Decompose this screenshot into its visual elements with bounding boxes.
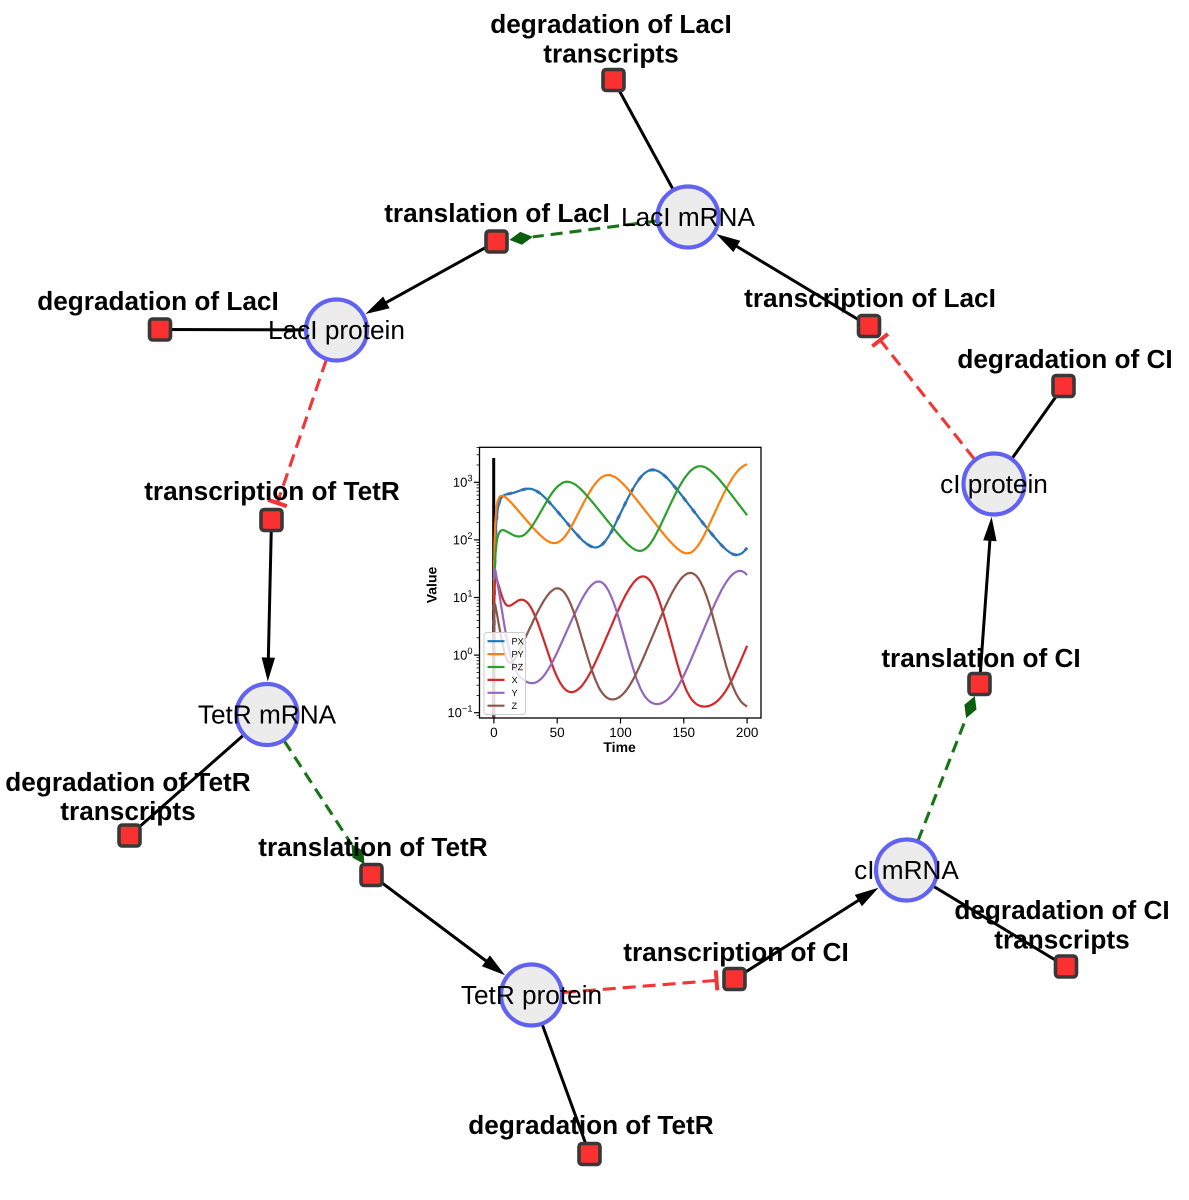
svg-text:LacI mRNA: LacI mRNA <box>621 202 755 232</box>
svg-text:cI mRNA: cI mRNA <box>854 855 959 885</box>
svg-text:degradation of TetR: degradation of TetR <box>468 1110 713 1140</box>
svg-text:Z: Z <box>511 701 517 711</box>
svg-text:TetR protein: TetR protein <box>461 980 602 1010</box>
svg-text:101: 101 <box>453 588 473 605</box>
svg-text:PX: PX <box>511 637 523 647</box>
svg-text:LacI protein: LacI protein <box>268 315 405 345</box>
svg-text:Value: Value <box>424 567 440 604</box>
svg-text:transcripts: transcripts <box>60 796 195 826</box>
svg-text:TetR mRNA: TetR mRNA <box>198 699 337 729</box>
svg-text:transcripts: transcripts <box>543 38 678 68</box>
svg-text:PZ: PZ <box>511 662 523 672</box>
svg-text:degradation of TetR: degradation of TetR <box>5 767 250 797</box>
svg-text:translation of TetR: translation of TetR <box>258 832 487 862</box>
svg-text:degradation of LacI: degradation of LacI <box>490 9 732 39</box>
svg-text:Time: Time <box>603 739 636 755</box>
svg-text:transcription of CI: transcription of CI <box>623 937 849 967</box>
svg-text:100: 100 <box>453 646 473 663</box>
svg-text:102: 102 <box>453 531 473 548</box>
svg-text:transcription of TetR: transcription of TetR <box>144 476 400 506</box>
svg-text:PY: PY <box>511 649 523 659</box>
svg-text:150: 150 <box>673 725 696 740</box>
svg-text:degradation of CI: degradation of CI <box>954 895 1169 925</box>
svg-text:10−1: 10−1 <box>447 704 472 721</box>
svg-text:103: 103 <box>453 473 473 490</box>
svg-text:Y: Y <box>511 688 517 698</box>
svg-text:translation of LacI: translation of LacI <box>384 198 610 228</box>
svg-text:200: 200 <box>736 725 759 740</box>
svg-text:X: X <box>511 675 517 685</box>
svg-text:50: 50 <box>550 725 565 740</box>
svg-text:transcription of LacI: transcription of LacI <box>744 283 996 313</box>
svg-text:transcripts: transcripts <box>994 924 1129 954</box>
svg-text:0: 0 <box>490 725 498 740</box>
svg-text:cI protein: cI protein <box>940 469 1048 499</box>
svg-text:degradation of LacI: degradation of LacI <box>37 286 279 316</box>
svg-text:100: 100 <box>609 725 632 740</box>
svg-text:degradation of CI: degradation of CI <box>957 344 1172 374</box>
svg-text:translation of CI: translation of CI <box>881 643 1080 673</box>
